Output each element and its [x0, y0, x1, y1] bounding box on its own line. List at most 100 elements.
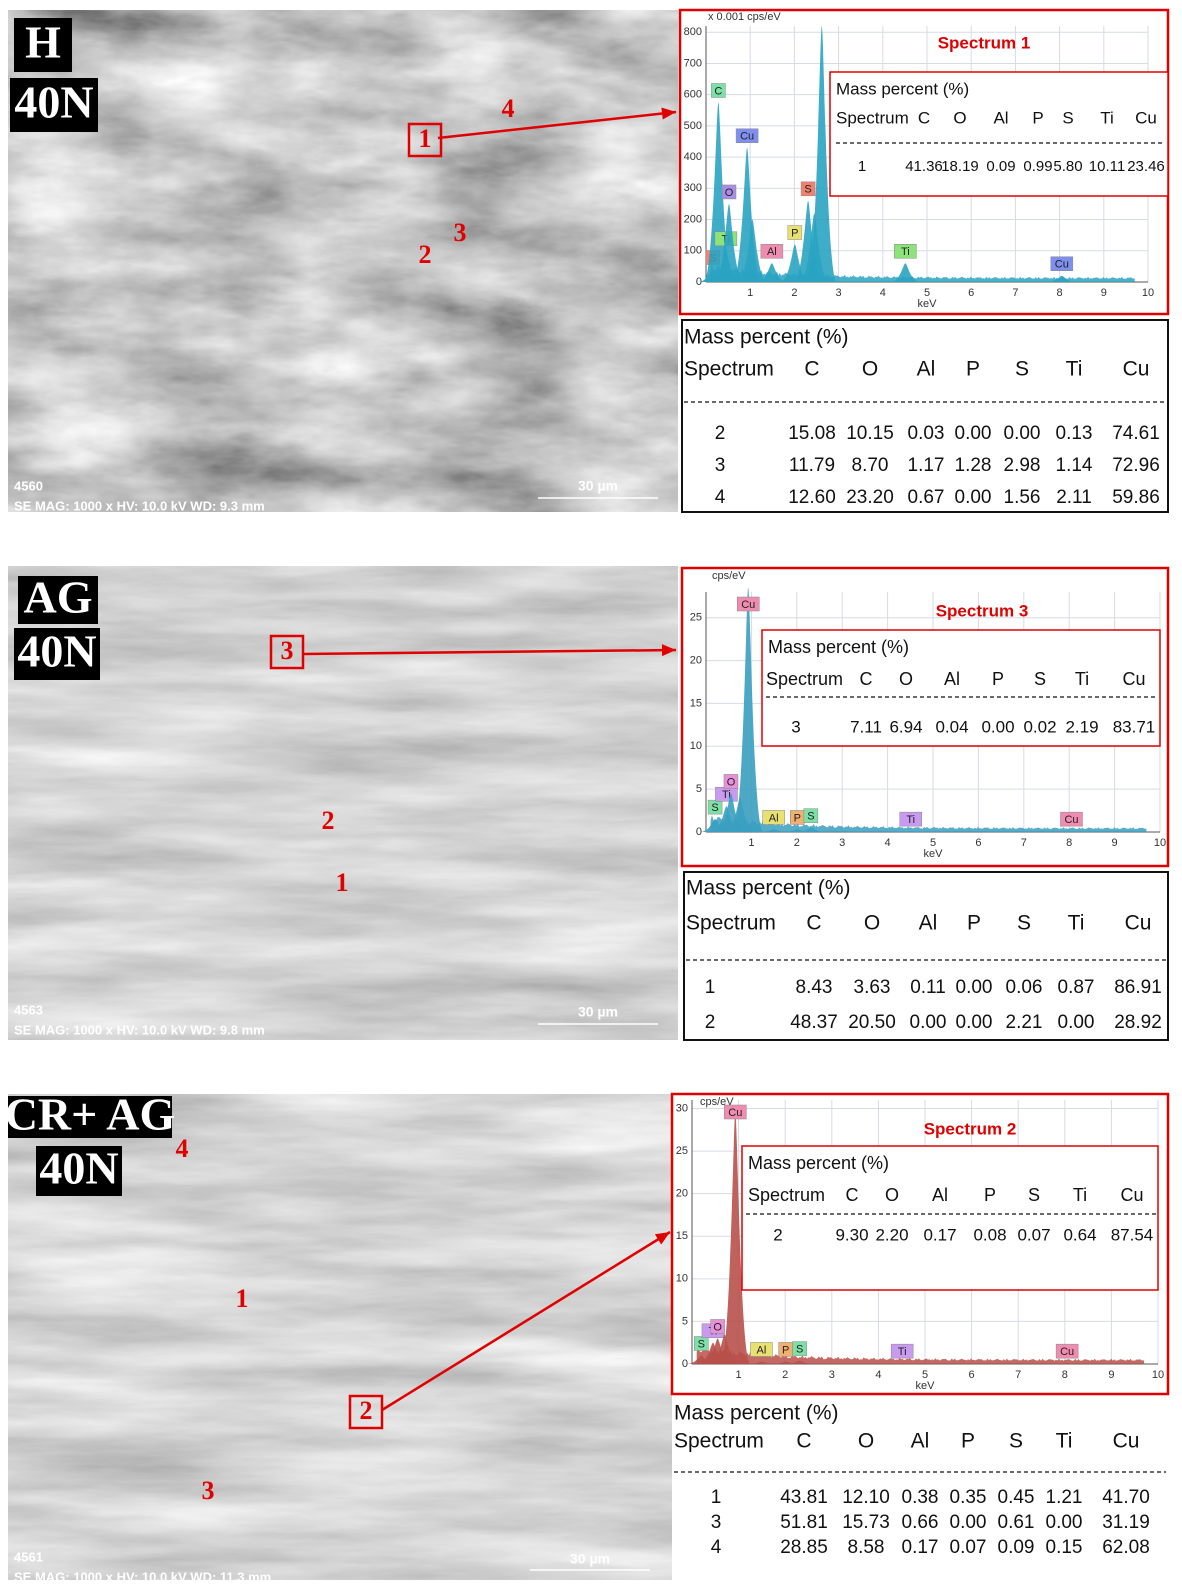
- x-axis-label: keV: [918, 298, 938, 310]
- inset-header: Cu: [1122, 669, 1145, 689]
- inset-header: Ti: [1073, 1185, 1087, 1205]
- image-info: SE MAG: 1000 x HV: 10.0 kV WD: 9.8 mm: [14, 1022, 265, 1037]
- table-header: C: [796, 1430, 811, 1453]
- table-cell: 12.60: [788, 487, 836, 508]
- inset-header: S: [1062, 108, 1073, 127]
- table-cell: 1: [711, 1487, 722, 1508]
- inset-header: Ti: [1100, 108, 1114, 127]
- table-cell: 0.00: [1004, 423, 1041, 444]
- table-cell: 0.35: [950, 1487, 987, 1508]
- marker: 4: [176, 1134, 189, 1163]
- element-tag: Cu: [1064, 814, 1078, 826]
- inset-cell: 6.94: [889, 717, 922, 736]
- element-tag: O: [713, 1321, 722, 1333]
- marker: 3: [281, 636, 294, 665]
- table-cell: 2: [715, 423, 726, 444]
- inset-cell: 2.20: [875, 1225, 908, 1244]
- marker: 1: [336, 868, 349, 897]
- table-cell: 23.20: [846, 487, 894, 508]
- y-tick-label: 20: [676, 1188, 688, 1200]
- table-header: O: [864, 912, 880, 935]
- scale-label: 30 µm: [570, 1551, 610, 1567]
- table-header: Spectrum: [684, 358, 774, 381]
- table-cell: 0.00: [1046, 1512, 1083, 1533]
- table-cell: 31.19: [1102, 1512, 1150, 1533]
- inset-title: Mass percent (%): [748, 1153, 889, 1173]
- inset-cell: 9.30: [835, 1225, 868, 1244]
- y-tick-label: 0: [682, 1358, 688, 1370]
- y-tick-label: 5: [682, 1315, 688, 1327]
- marker: 1: [236, 1284, 249, 1313]
- marker: 2: [360, 1396, 373, 1425]
- inset-header: Cu: [1120, 1185, 1143, 1205]
- table-cell: 2.21: [1006, 1012, 1043, 1033]
- y-tick-label: 200: [684, 213, 702, 225]
- element-tag: S: [804, 184, 811, 196]
- figure: H40N4560SE MAG: 1000 x HV: 10.0 kV WD: 9…: [0, 0, 1182, 1586]
- table-cell: 11.79: [789, 455, 835, 476]
- inset-cell: 83.71: [1113, 717, 1156, 736]
- inset-header: Cu: [1135, 108, 1157, 127]
- x-tick-label: 6: [975, 837, 981, 849]
- element-tag: Cu: [1060, 1346, 1074, 1358]
- element-tag: P: [782, 1344, 789, 1356]
- table-title: Mass percent (%): [686, 877, 851, 900]
- x-tick-label: 7: [1021, 837, 1027, 849]
- x-tick-label: 6: [968, 287, 974, 299]
- x-tick-label: 4: [875, 1369, 881, 1381]
- sem-image: [8, 10, 678, 512]
- table-header: O: [862, 358, 878, 381]
- element-tag: Cu: [1055, 259, 1069, 271]
- x-axis-label: keV: [924, 848, 944, 860]
- table-cell: 1.28: [955, 455, 992, 476]
- y-tick-label: 25: [690, 612, 702, 624]
- table-cell: 3: [715, 455, 726, 476]
- element-tag: Al: [769, 812, 779, 824]
- table-cell: 0.03: [908, 423, 945, 444]
- table-cell: 0.11: [910, 977, 946, 998]
- inset-title: Mass percent (%): [768, 637, 909, 657]
- inset-cell: 0.09: [986, 158, 1015, 175]
- table-cell: 8.43: [796, 977, 833, 998]
- x-tick-label: 2: [791, 287, 797, 299]
- table-cell: 0.00: [950, 1512, 987, 1533]
- table-header: Al: [919, 912, 938, 935]
- y-tick-label: 30: [676, 1102, 688, 1114]
- y-tick-label: 25: [676, 1145, 688, 1157]
- table-header: S: [1009, 1430, 1023, 1453]
- table-cell: 28.85: [780, 1537, 828, 1558]
- table-cell: 3: [711, 1512, 722, 1533]
- y-tick-label: 5: [696, 783, 702, 795]
- table-cell: 62.08: [1102, 1537, 1150, 1558]
- y-tick-label: 600: [684, 89, 702, 101]
- table-cell: 1.17: [908, 455, 945, 476]
- table-header: Cu: [1123, 358, 1150, 381]
- table-cell: 0.87: [1058, 977, 1095, 998]
- table-cell: 0.45: [998, 1487, 1035, 1508]
- table-header: Spectrum: [686, 912, 776, 935]
- inset-cell: 2.19: [1065, 717, 1098, 736]
- table-cell: 51.81: [780, 1512, 828, 1533]
- x-tick-label: 10: [1154, 837, 1166, 849]
- element-tag: S: [796, 1343, 803, 1355]
- table-cell: 8.58: [848, 1537, 885, 1558]
- table-cell: 0.06: [1006, 977, 1043, 998]
- table-cell: 0.15: [1046, 1537, 1083, 1558]
- element-tag: Cu: [741, 599, 755, 611]
- element-tag: Ti: [898, 1346, 907, 1358]
- sample-label: 40N: [14, 77, 93, 128]
- inset-header: Spectrum: [766, 669, 843, 689]
- table-cell: 0.00: [910, 1012, 947, 1033]
- x-tick-label: 9: [1108, 1369, 1114, 1381]
- x-tick-label: 9: [1112, 837, 1118, 849]
- x-tick-label: 7: [1015, 1369, 1021, 1381]
- table-cell: 43.81: [780, 1487, 828, 1508]
- element-tag: Cu: [740, 131, 754, 143]
- x-tick-label: 3: [839, 837, 845, 849]
- marker: 3: [454, 218, 467, 247]
- inset-header: Spectrum: [836, 108, 909, 127]
- image-id: 4563: [14, 1002, 43, 1017]
- x-tick-label: 6: [969, 1369, 975, 1381]
- table-header: S: [1017, 912, 1031, 935]
- y-axis-unit: cps/eV: [712, 570, 746, 582]
